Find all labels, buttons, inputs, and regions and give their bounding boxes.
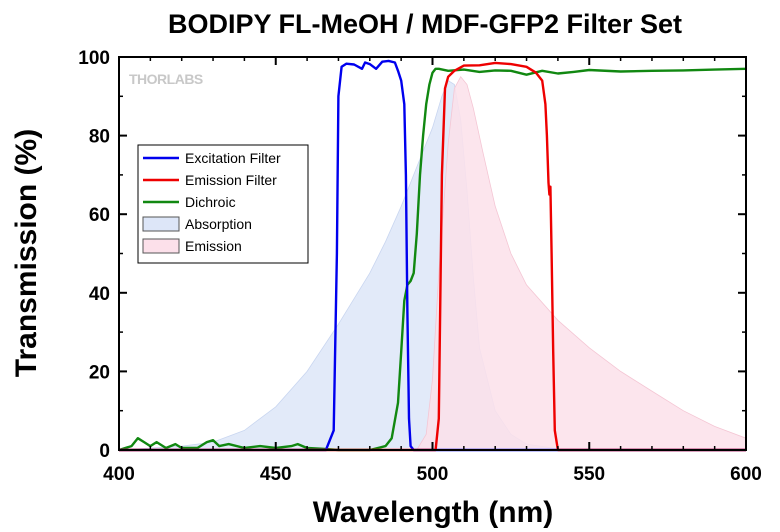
thorlabs-logo: THORLABS bbox=[129, 71, 203, 87]
dichroic-legend-label: Dichroic bbox=[185, 194, 236, 210]
x-axis-label: Wavelength (nm) bbox=[313, 496, 554, 529]
dichroic-line bbox=[118, 67, 747, 452]
y-tick-label: 100 bbox=[78, 48, 110, 69]
chart-title: BODIPY FL-MeOH / MDF-GFP2 Filter Set bbox=[168, 9, 682, 39]
absorption-legend-label: Absorption bbox=[185, 216, 252, 232]
emission-filter-legend-label: Emission Filter bbox=[185, 172, 277, 188]
y-tick-label: 80 bbox=[89, 127, 110, 148]
x-tick-label: 400 bbox=[103, 464, 135, 485]
y-tick-label: 60 bbox=[89, 205, 110, 226]
excitation-filter-line bbox=[119, 59, 746, 452]
emission-filter-line bbox=[119, 61, 746, 452]
y-axis-label: Transmission (%) bbox=[10, 129, 43, 377]
absorption-legend-swatch bbox=[142, 216, 180, 232]
emission-area bbox=[119, 75, 747, 451]
x-tick-label: 500 bbox=[417, 464, 449, 485]
y-tick-label: 0 bbox=[99, 441, 110, 462]
x-tick-label: 600 bbox=[730, 464, 762, 485]
emission-legend-label: Emission bbox=[185, 238, 242, 254]
axis-ticks: 400 450 500 550 600 0 20 40 60 80 100 bbox=[78, 48, 762, 485]
excitation-filter-legend-label: Excitation Filter bbox=[185, 150, 281, 166]
y-tick-label: 20 bbox=[89, 362, 110, 383]
x-tick-label: 450 bbox=[260, 464, 292, 485]
y-tick-label: 40 bbox=[89, 284, 110, 305]
emission-legend-swatch bbox=[142, 238, 180, 254]
x-tick-label: 550 bbox=[573, 464, 605, 485]
legend: Excitation Filter Emission Filter Dichroic… bbox=[137, 144, 309, 264]
